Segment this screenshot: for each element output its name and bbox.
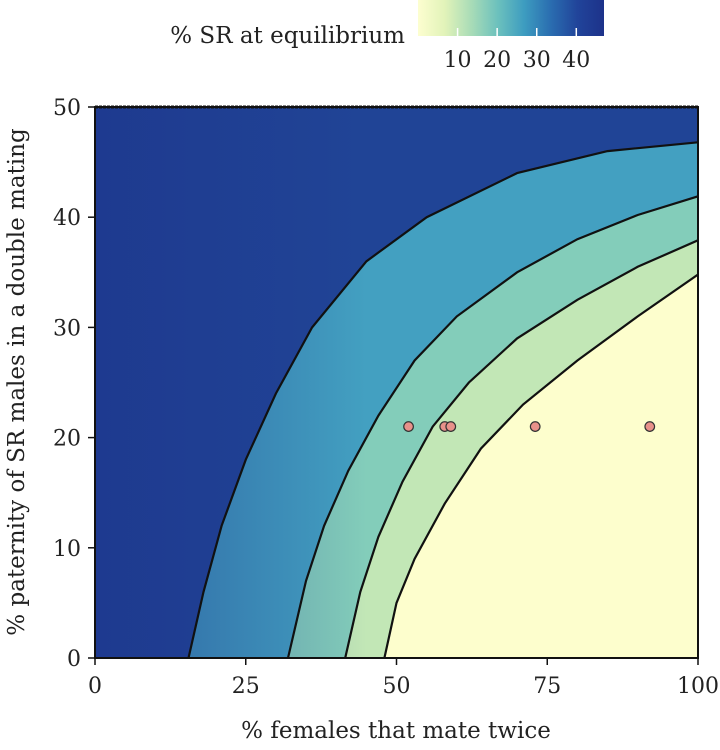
colorbar-tick-label: 20 [483, 48, 511, 73]
y-tick-label: 50 [53, 96, 81, 121]
data-point [644, 421, 656, 432]
contour-lines [187, 141, 698, 658]
colorbar: % SR at equilibrium 10 20 30 40 [170, 0, 604, 73]
data-point [445, 421, 457, 432]
contour-line [383, 273, 698, 658]
data-point [403, 421, 414, 432]
colorbar-tick-label: 40 [562, 48, 590, 73]
colorbar-tick-label: 30 [523, 48, 551, 73]
colorbar-ticks: 10 20 30 40 [444, 28, 590, 73]
x-axis: 0 25 50 75 100 [88, 658, 719, 699]
x-tick-label: 0 [88, 674, 102, 699]
contour-line [286, 195, 698, 658]
y-tick-label: 20 [53, 427, 81, 452]
heatmap-shade [95, 107, 698, 658]
y-tick-label: 40 [53, 206, 81, 231]
x-tick-label: 50 [383, 674, 411, 699]
x-tick-label: 100 [677, 674, 719, 699]
y-axis-label: % paternity of SR males in a double mati… [4, 128, 30, 636]
y-tick-label: 10 [53, 537, 81, 562]
x-axis-label: % females that mate twice [241, 718, 551, 744]
x-tick-label: 75 [533, 674, 561, 699]
x-tick-label: 25 [232, 674, 260, 699]
colorbar-gradient [418, 0, 604, 36]
plot-area [94, 105, 699, 659]
data-point [529, 421, 541, 432]
y-tick-label: 0 [67, 647, 81, 672]
colorbar-label: % SR at equilibrium [170, 23, 405, 49]
heatmap-field [95, 107, 698, 658]
colorbar-tick-label: 10 [444, 48, 472, 73]
y-tick-label: 30 [53, 316, 81, 341]
contour-line [344, 239, 698, 658]
data-points [403, 421, 656, 432]
y-axis: 0 10 20 30 40 50 [53, 96, 95, 672]
contour-line [187, 141, 698, 658]
